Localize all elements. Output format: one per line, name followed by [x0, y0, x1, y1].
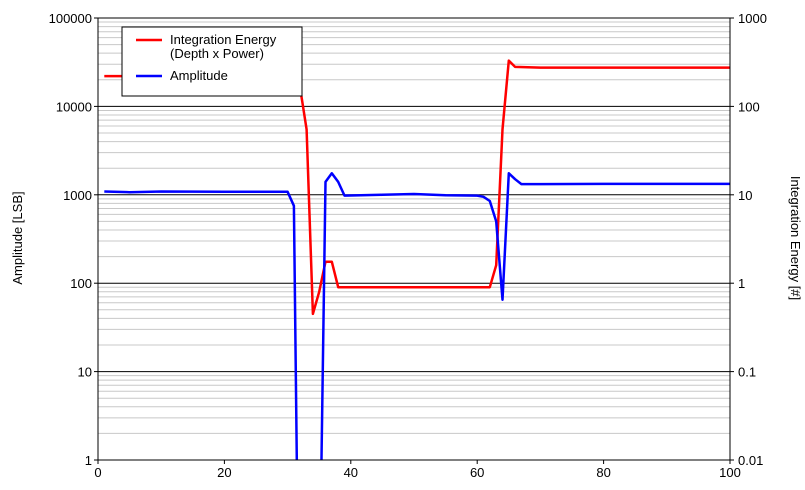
series-layer — [104, 61, 730, 485]
right-y-axis-tick-labels: 0.01 0.1 1 10 100 1000 — [730, 11, 767, 468]
right-y-tick-label: 10 — [738, 188, 752, 203]
x-tick-label: 40 — [344, 465, 358, 480]
left-y-axis-label: Amplitude [LSB] — [10, 191, 25, 284]
x-tick-label: 60 — [470, 465, 484, 480]
x-axis-tick-labels: 0 20 40 60 80 100 — [94, 460, 740, 480]
x-tick-label: 0 — [94, 465, 101, 480]
left-y-tick-label: 1 — [85, 453, 92, 468]
left-y-tick-label: 100 — [70, 276, 92, 291]
right-y-tick-label: 0.1 — [738, 365, 756, 380]
legend-entry-label: Integration Energy (Depth x Power) — [170, 32, 277, 61]
legend: Integration Energy (Depth x Power) Amplitu… — [122, 27, 302, 96]
right-y-tick-label: 1 — [738, 276, 745, 291]
right-y-axis-label: Integration Energy [#] — [788, 176, 803, 300]
left-y-axis-tick-labels: 1 10 100 1000 10000 100000 — [49, 11, 98, 468]
right-y-tick-label: 0.01 — [738, 453, 763, 468]
x-tick-label: 20 — [217, 465, 231, 480]
legend-entry-label: Amplitude — [170, 68, 228, 83]
left-y-tick-label: 10000 — [56, 99, 92, 114]
series-line-integration-energy — [104, 61, 730, 314]
right-y-tick-label: 100 — [738, 99, 760, 114]
right-y-tick-label: 1000 — [738, 11, 767, 26]
left-y-tick-label: 10 — [78, 365, 92, 380]
left-y-tick-label: 100000 — [49, 11, 92, 26]
x-tick-label: 80 — [596, 465, 610, 480]
left-y-tick-label: 1000 — [63, 188, 92, 203]
